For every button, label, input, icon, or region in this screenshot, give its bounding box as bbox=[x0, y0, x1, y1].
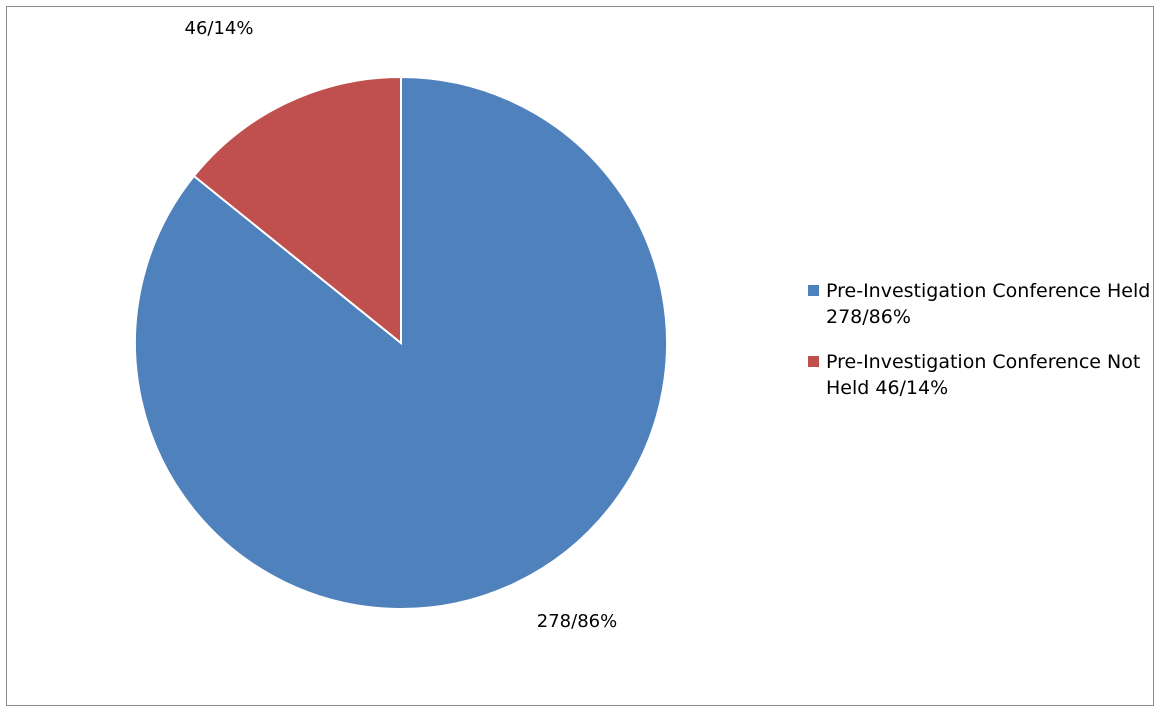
pie-chart: 278/86% 46/14% bbox=[134, 18, 668, 632]
legend-label-held: Pre-Investigation Conference Held 278/86… bbox=[826, 280, 1151, 328]
legend-swatch-not-held bbox=[808, 356, 819, 367]
data-label-0: 278/86% bbox=[537, 611, 617, 632]
chart-frame: 278/86% 46/14% Pre-Investigation Conferen… bbox=[6, 6, 1154, 706]
legend-label-not-held: Pre-Investigation Conference Not Held 46… bbox=[826, 351, 1141, 399]
data-label-1: 46/14% bbox=[185, 18, 254, 39]
legend: Pre-Investigation Conference Held 278/86… bbox=[808, 278, 1158, 420]
legend-item-not-held: Pre-Investigation Conference Not Held 46… bbox=[808, 349, 1158, 401]
legend-swatch-held bbox=[808, 285, 819, 296]
legend-item-held: Pre-Investigation Conference Held 278/86… bbox=[808, 278, 1158, 330]
pie-slice-1 bbox=[192, 75, 402, 346]
